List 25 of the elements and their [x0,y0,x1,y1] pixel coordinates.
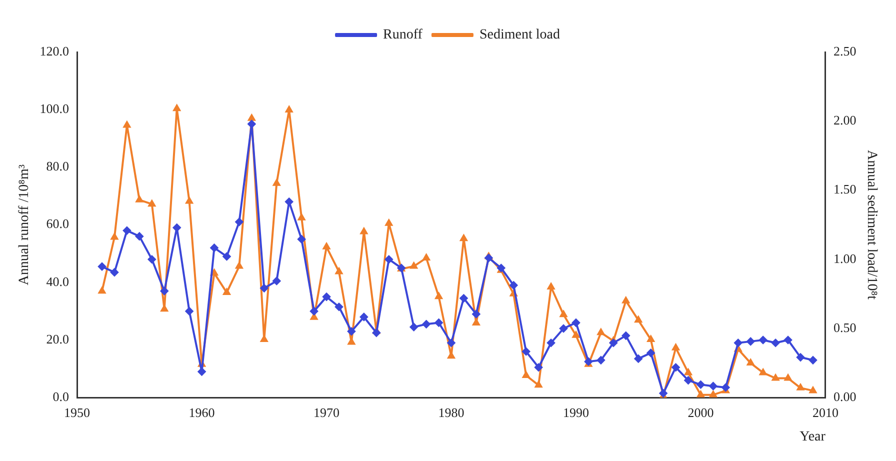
y-axis-title: Annual runoff /10⁸m³ [17,164,32,286]
x-tick-label: 2000 [688,404,714,420]
y-tick-label: 80.0 [46,158,70,174]
x-tick-label: 1950 [64,404,90,420]
y2-tick-label: 1.50 [833,182,856,197]
y-tick-label: 40.0 [46,274,70,289]
x-tick-label: 1980 [438,404,464,420]
y-tick-label: 100.0 [40,101,70,116]
y2-tick-label: 2.00 [833,112,856,128]
y2-tick-label: 0.00 [833,389,856,404]
y2-tick-label: 2.50 [833,43,856,58]
y2-tick-label: 1.00 [833,250,856,266]
y-tick-label: 60.0 [46,216,70,232]
legend-label: Sediment load [479,28,560,43]
y-tick-label: 120.0 [40,43,70,58]
legend-label: Runoff [383,28,423,43]
y-tick-label: 0.0 [52,389,70,404]
x-tick-label: 1990 [562,404,589,420]
x-tick-label: 1960 [188,404,215,420]
y2-axis-title: Annual sediment load/10⁸t [864,150,879,300]
x-tick-label: 1970 [314,404,340,420]
x-axis-title: Year [800,429,826,444]
x-tick-label: 2010 [812,404,838,420]
y2-tick-label: 0.50 [833,320,856,335]
y-tick-label: 20.0 [46,331,70,346]
